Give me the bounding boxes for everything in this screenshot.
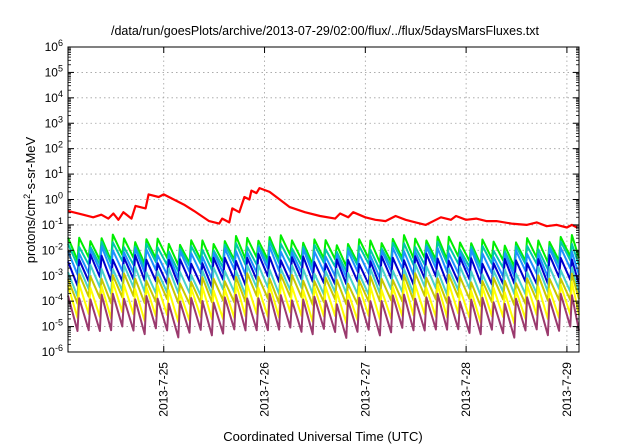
y-tick-label: 10-2 bbox=[42, 241, 63, 257]
x-axis-label: Coordinated Universal Time (UTC) bbox=[223, 429, 422, 444]
y-tick-label: 10-4 bbox=[42, 292, 63, 308]
y-tick-label: 10-1 bbox=[42, 216, 63, 232]
axis-ticks bbox=[68, 46, 579, 353]
y-axis-label: protons/cm2-s-sr-MeV bbox=[22, 136, 38, 263]
x-tick-label: 2013-7-27 bbox=[358, 362, 372, 417]
y-tick-label: 104 bbox=[45, 89, 63, 105]
grid-lines bbox=[68, 47, 579, 352]
y-axis-label-rest: -s-sr-MeV bbox=[23, 136, 38, 193]
y-axis-label-sup: 2 bbox=[22, 194, 32, 199]
series-line bbox=[67, 187, 578, 229]
y-tick-labels: 106 105 104 103 102 101 100 10-1 10-2 10-3 10-4 10-… bbox=[42, 38, 63, 359]
x-tick-labels: 2013-7-25 2013-7-26 2013-7-27 2013-7-28 2013… bbox=[157, 362, 574, 417]
y-axis-label-base: protons/cm bbox=[23, 199, 38, 263]
series-line bbox=[67, 292, 580, 339]
y-tick-label: 10-6 bbox=[42, 343, 63, 359]
chart-title: /data/run/goesPlots/archive/2013-07-29/0… bbox=[111, 24, 540, 38]
x-tick-label: 2013-7-25 bbox=[157, 362, 171, 417]
x-tick-label: 2013-7-26 bbox=[258, 362, 272, 417]
y-tick-label: 103 bbox=[45, 114, 63, 130]
series-lines bbox=[67, 187, 580, 339]
y-tick-label: 100 bbox=[45, 191, 63, 207]
y-tick-label: 105 bbox=[45, 63, 63, 79]
y-tick-label: 10-3 bbox=[42, 267, 63, 283]
y-tick-label: 10-5 bbox=[42, 318, 63, 334]
x-tick-label: 2013-7-29 bbox=[560, 362, 574, 417]
y-tick-label: 102 bbox=[45, 140, 63, 156]
y-tick-label: 106 bbox=[45, 38, 63, 54]
y-tick-label: 101 bbox=[45, 165, 63, 181]
x-tick-label: 2013-7-28 bbox=[459, 362, 473, 417]
